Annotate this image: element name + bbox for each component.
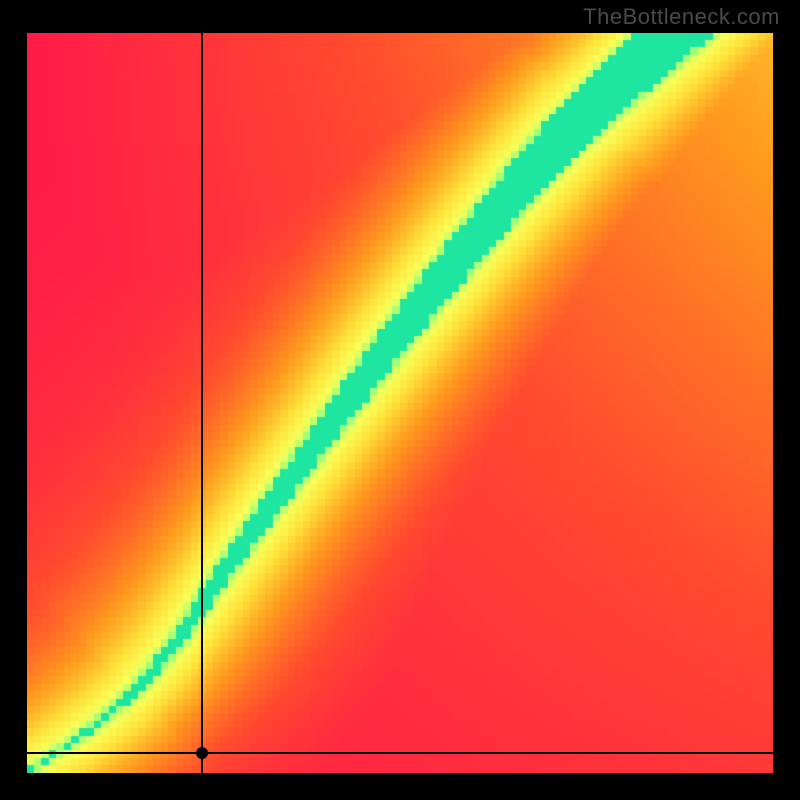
watermark-text: TheBottleneck.com — [583, 4, 780, 30]
crosshair-horizontal — [27, 752, 773, 754]
chart-frame: TheBottleneck.com — [0, 0, 800, 800]
heatmap-plot — [27, 33, 773, 773]
heatmap-canvas — [27, 33, 773, 773]
marker-point — [196, 747, 208, 759]
crosshair-vertical — [201, 33, 203, 773]
